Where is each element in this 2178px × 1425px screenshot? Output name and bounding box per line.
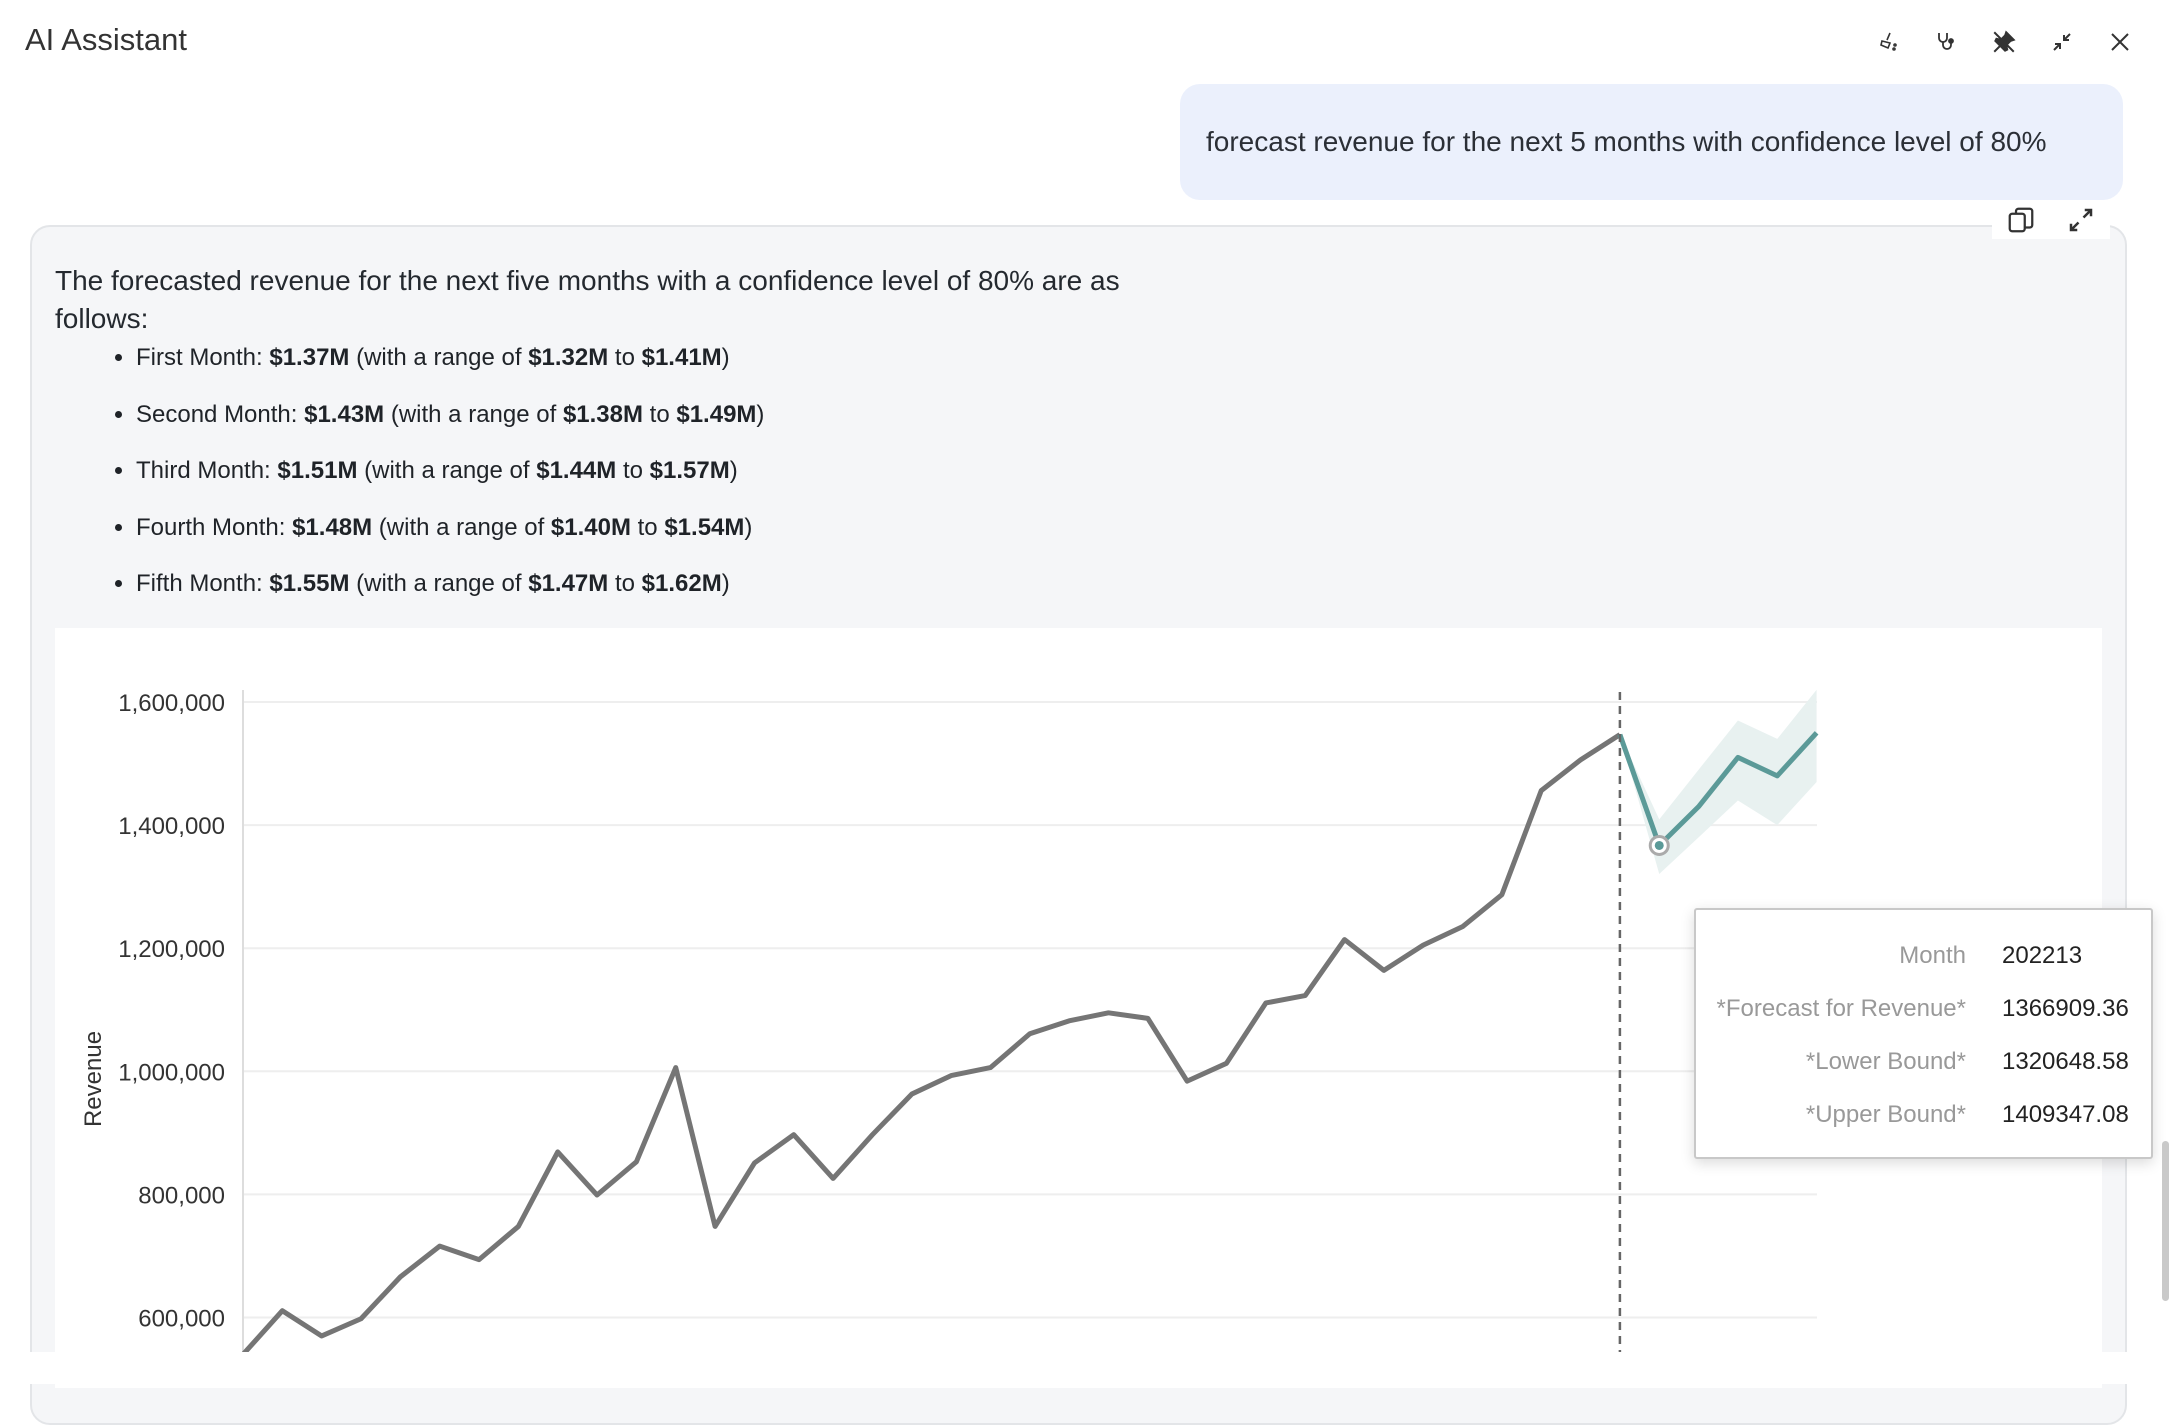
forecast-item: Fourth Month: $1.48M (with a range of $1… (136, 510, 764, 567)
scrollbar[interactable] (2162, 1141, 2169, 1301)
user-message-bubble: forecast revenue for the next 5 months w… (1180, 84, 2123, 200)
revenue-forecast-chart[interactable]: 600,000 800,000 1,000,000 1,200,000 1,400,00… (0, 0, 2178, 1384)
forecast-item: Fifth Month: $1.55M (with a range of $1.… (136, 566, 764, 623)
y-tick-label: 800,000 (138, 1182, 225, 1209)
actual-revenue-line (241, 732, 1622, 1357)
clean-icon[interactable] (1870, 24, 1906, 60)
response-toolbar (1992, 205, 2110, 239)
unpin-icon[interactable] (1986, 24, 2022, 60)
stethoscope-icon[interactable] (1928, 24, 1964, 60)
header-toolbar (1870, 24, 2138, 60)
y-tick-label: 1,600,000 (118, 690, 225, 717)
forecast-item: First Month: $1.37M (with a range of $1.… (136, 340, 764, 397)
y-axis-label: Revenue (80, 1031, 107, 1127)
forecast-line (1617, 731, 1819, 848)
minimize-icon[interactable] (2044, 24, 2080, 60)
y-tick-label: 1,400,000 (118, 813, 225, 840)
y-tick-label: 600,000 (138, 1306, 225, 1333)
forecast-list: First Month: $1.37M (with a range of $1.… (112, 340, 764, 623)
expand-icon[interactable] (2066, 205, 2096, 240)
close-icon[interactable] (2102, 24, 2138, 60)
chart-tooltip: Month 202213 *Forecast for Revenue* 136690… (1694, 908, 2153, 1159)
response-intro: The forecasted revenue for the next five… (55, 265, 1120, 334)
app-title: AI Assistant (25, 22, 187, 57)
copy-icon[interactable] (2006, 205, 2036, 240)
forecast-item: Third Month: $1.51M (with a range of $1.… (136, 453, 764, 510)
y-tick-label: 1,000,000 (118, 1059, 225, 1086)
forecast-item: Second Month: $1.43M (with a range of $1… (136, 397, 764, 454)
user-message-text: forecast revenue for the next 5 months w… (1206, 126, 2047, 157)
y-tick-label: 1,200,000 (118, 936, 225, 963)
hover-point (1654, 840, 1664, 850)
